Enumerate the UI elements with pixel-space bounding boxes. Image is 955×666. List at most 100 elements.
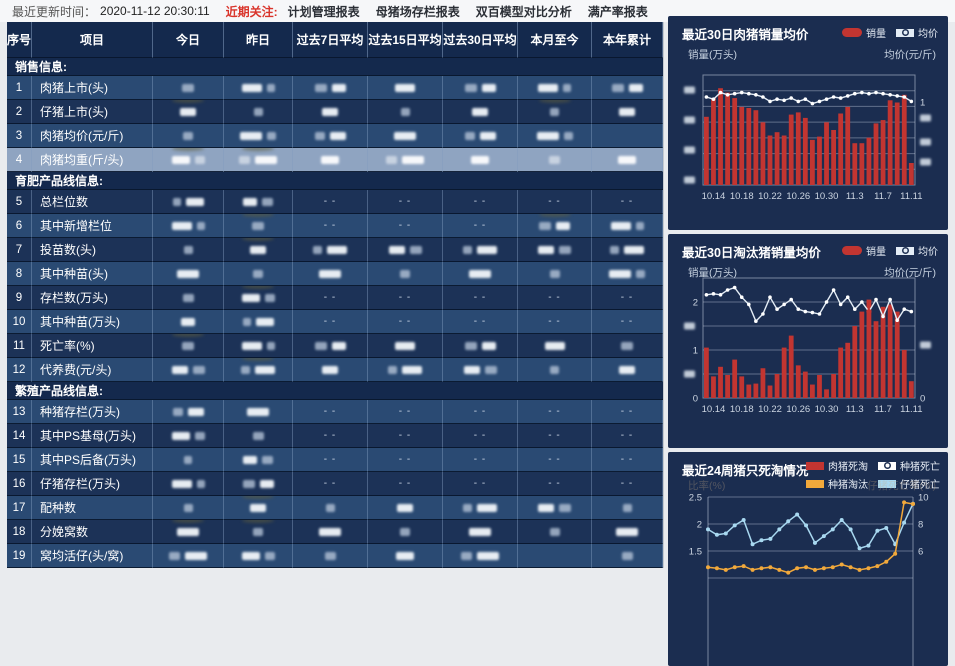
line-point	[754, 93, 758, 97]
legend-item[interactable]: 均价	[896, 243, 938, 258]
table-row[interactable]: 14 其中PS基母(万头) - -- -- -- -- -	[7, 424, 663, 448]
redacted-value-blob	[549, 155, 560, 164]
redacted-value-blob	[563, 131, 573, 140]
table-row[interactable]: 8 其中种苗(头)	[7, 262, 663, 286]
topbar-link[interactable]: 母猪场存栏报表	[375, 4, 460, 19]
legend-item[interactable]: 销量	[842, 243, 886, 258]
bar	[901, 94, 907, 185]
redacted-value-blob	[463, 245, 472, 254]
redacted-value-blob	[549, 269, 560, 278]
y-tick-label: 2	[697, 520, 702, 531]
line-point	[796, 99, 801, 104]
line-point	[804, 523, 809, 528]
line-point	[761, 95, 765, 99]
table-row[interactable]: 1 肉猪上市(头)	[7, 76, 663, 100]
redacted-value-blob	[621, 551, 633, 560]
redacted-value-blob	[331, 341, 346, 350]
bar	[753, 383, 759, 398]
table-row[interactable]: 4 肉猪均重(斤/头)	[7, 148, 663, 172]
line-point	[754, 319, 758, 323]
value-cell-redacted	[153, 448, 224, 472]
value-cell-redacted	[592, 358, 663, 382]
table-row[interactable]: 15 其中PS后备(万头) - -- -- -- -- -	[7, 448, 663, 472]
line-point	[853, 307, 857, 311]
topbar-link[interactable]: 满产率报表	[587, 4, 648, 19]
column-header: 昨日	[224, 22, 293, 58]
table-row[interactable]: 2 仔猪上市(头)	[7, 100, 663, 124]
table-row[interactable]: 18 分娩窝数	[7, 520, 663, 544]
line-point	[881, 91, 885, 96]
legend-item[interactable]: 肉猪死淘	[806, 458, 868, 473]
legend-item[interactable]: 仔猪死亡	[878, 476, 940, 491]
redacted-value-blob	[259, 479, 274, 488]
table-row[interactable]: 5 总栏位数 - -- -- -- -- -	[7, 190, 663, 214]
redacted-value-blob	[192, 365, 205, 374]
row-label: 窝均活仔(头/窝)	[32, 544, 153, 568]
redacted-value-blob	[183, 503, 193, 512]
value-cell-redacted	[443, 100, 518, 124]
redacted-value-blob	[484, 365, 497, 374]
value-cell-redacted	[153, 400, 224, 424]
redacted-value-blob	[538, 83, 558, 92]
redacted-value-blob	[171, 365, 188, 374]
table-row[interactable]: 19 窝均活仔(头/窝)	[7, 544, 663, 568]
value-cell-redacted	[293, 358, 368, 382]
redacted-value-blob	[469, 269, 491, 278]
table-row[interactable]: 16 仔猪存栏(万头) - -- -- -- -- -	[7, 472, 663, 496]
legend-item[interactable]: 销量	[842, 25, 886, 40]
value-cell-dashes: - -	[368, 424, 443, 448]
legend-line-dot-icon	[896, 28, 914, 37]
bar	[817, 136, 822, 185]
value-cell-redacted	[153, 334, 224, 358]
legend-item[interactable]: 种猪淘汰	[806, 476, 868, 491]
line-point	[768, 99, 772, 104]
topbar-link[interactable]: 双百模型对比分析	[475, 4, 572, 19]
highlight-point	[866, 309, 872, 315]
redacted-value-blob	[402, 155, 424, 164]
table-row[interactable]: 10 其中种苗(万头) - -- -- -- -- -	[7, 310, 663, 334]
bar	[873, 321, 879, 398]
redacted-value-blob	[464, 341, 477, 350]
redacted-value-blob	[324, 551, 336, 560]
line-point	[706, 565, 710, 570]
bar	[880, 306, 886, 398]
bar	[753, 110, 759, 185]
value-cell-redacted	[592, 76, 663, 100]
table-row[interactable]: 13 种猪存栏(万头) - -- -- -- -- -	[7, 400, 663, 424]
table-row[interactable]: 3 肉猪均价(元/斤)	[7, 124, 663, 148]
line-point	[810, 310, 815, 315]
legend-item[interactable]: 均价	[896, 25, 938, 40]
app: { "topbar": { "update_label": "最近更新时间：",…	[0, 0, 955, 563]
table-row[interactable]: 12 代养费(元/头)	[7, 358, 663, 382]
redacted-value-blob	[538, 503, 554, 512]
section-header: 育肥产品线信息:	[7, 172, 663, 190]
value-cell-redacted	[443, 148, 518, 172]
line-point	[895, 94, 899, 98]
redacted-value-blob	[628, 83, 643, 92]
row-label: 其中种苗(万头)	[32, 310, 153, 334]
legend-item[interactable]: 种猪死亡	[878, 458, 940, 473]
bar	[711, 98, 716, 185]
redacted-value-blob	[185, 551, 207, 560]
table-row[interactable]: 7 投苗数(头)	[7, 238, 663, 262]
redacted-value-blob	[395, 341, 415, 350]
table-row[interactable]: 17 配种数	[7, 496, 663, 520]
y-tick-label: 0	[920, 394, 925, 405]
value-cell-redacted	[224, 238, 293, 262]
value-cell-redacted	[224, 520, 293, 544]
table-row[interactable]: 6 其中新增栏位 - -- -- -	[7, 214, 663, 238]
table-row[interactable]: 9 存栏数(万头) - -- -- -- -- -	[7, 286, 663, 310]
redacted-value-blob	[327, 245, 347, 254]
line-point	[759, 538, 764, 543]
value-cell-dashes: - -	[293, 448, 368, 472]
x-tick-label: 11.7	[874, 191, 892, 202]
value-cell-redacted	[368, 76, 443, 100]
topbar-link[interactable]: 计划管理报表	[287, 4, 360, 19]
line-point	[739, 90, 744, 95]
redacted-value-blob	[610, 221, 631, 230]
line-point	[803, 97, 808, 101]
legend-label: 种猪死亡	[900, 462, 940, 473]
chart-title: 最近30日肉猪销量均价	[682, 28, 809, 42]
table-row[interactable]: 11 死亡率(%)	[7, 334, 663, 358]
redacted-value-blob	[635, 221, 644, 230]
